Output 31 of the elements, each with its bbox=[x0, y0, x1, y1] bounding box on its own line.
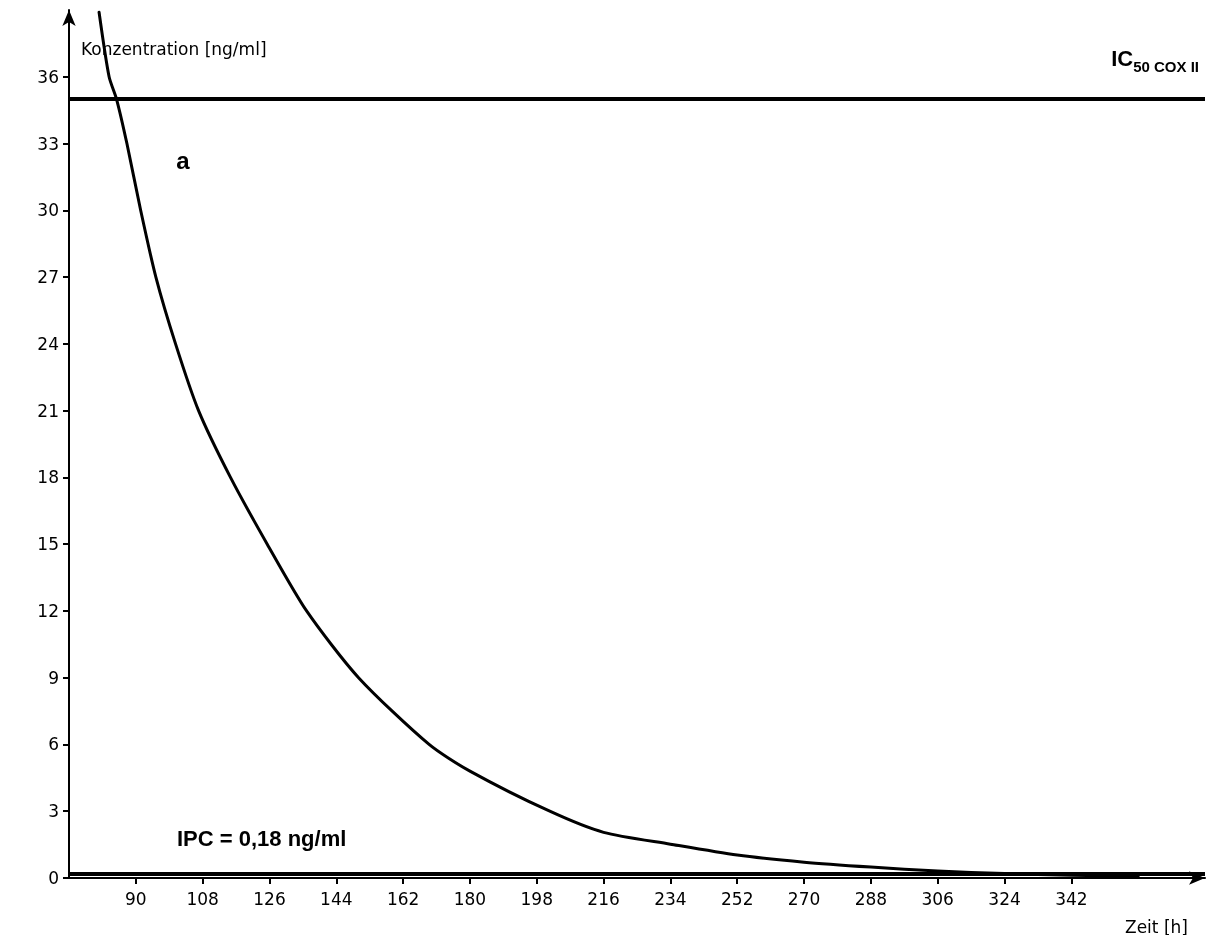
x-tick-label: 162 bbox=[386, 888, 420, 909]
x-tick-label: 342 bbox=[1055, 888, 1088, 909]
y-tick-label: 24 bbox=[37, 333, 59, 354]
x-tick-label: 144 bbox=[320, 888, 353, 909]
y-tick-label: 15 bbox=[37, 534, 59, 555]
annotation: a bbox=[176, 146, 191, 174]
y-tick-label: 21 bbox=[37, 400, 59, 421]
x-tick-label: 252 bbox=[721, 888, 754, 909]
ref-line-label: IPC = 0,18 ng/ml bbox=[177, 826, 347, 852]
y-tick-label: 3 bbox=[48, 801, 59, 822]
x-tick-label: 306 bbox=[921, 888, 954, 909]
y-tick-label: 0 bbox=[48, 868, 59, 888]
x-tick-label: 234 bbox=[654, 888, 687, 909]
y-tick-label: 36 bbox=[37, 66, 59, 87]
y-tick-label: 33 bbox=[37, 133, 59, 154]
x-tick-label: 324 bbox=[988, 888, 1021, 909]
y-tick-label: 27 bbox=[37, 267, 59, 288]
y-tick-label: 18 bbox=[37, 467, 59, 488]
x-tick-label: 216 bbox=[587, 888, 620, 909]
x-tick-label: 270 bbox=[787, 888, 821, 909]
x-tick-label: 126 bbox=[253, 888, 286, 909]
x-tick-label: 90 bbox=[125, 888, 147, 909]
x-tick-label: 108 bbox=[186, 888, 219, 909]
y-tick-label: 9 bbox=[48, 667, 59, 688]
x-axis-title: Zeit [h] bbox=[1125, 916, 1188, 937]
y-tick-label: 6 bbox=[48, 734, 59, 755]
x-tick-label: 180 bbox=[453, 888, 487, 909]
y-tick-label: 12 bbox=[37, 600, 59, 621]
x-tick-label: 288 bbox=[854, 888, 888, 909]
y-tick-label: 30 bbox=[37, 200, 59, 221]
x-tick-label: 198 bbox=[520, 888, 553, 909]
